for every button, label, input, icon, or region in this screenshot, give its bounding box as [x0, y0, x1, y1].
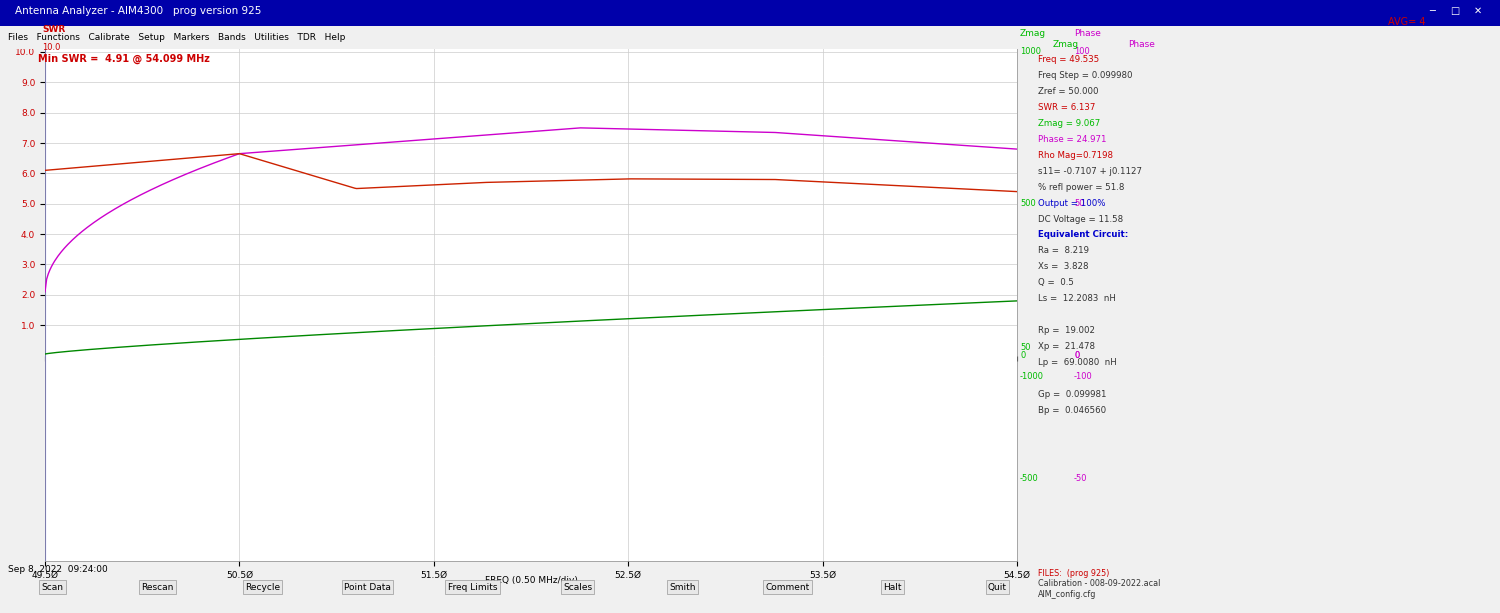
- Text: Phase = 24.971: Phase = 24.971: [1038, 135, 1107, 144]
- Text: 10.0: 10.0: [42, 43, 60, 52]
- Text: Phase: Phase: [1128, 40, 1155, 49]
- Text: Min SWR =  4.91 @ 54.099 MHz: Min SWR = 4.91 @ 54.099 MHz: [38, 54, 210, 64]
- Text: AIM_config.cfg: AIM_config.cfg: [1038, 590, 1096, 599]
- Text: Zmag = 9.067: Zmag = 9.067: [1038, 119, 1100, 128]
- Text: Gp =  0.099981: Gp = 0.099981: [1038, 390, 1107, 399]
- Text: Zmag: Zmag: [1020, 29, 1046, 39]
- Text: Comment: Comment: [765, 583, 810, 592]
- Text: Bp =  0.046560: Bp = 0.046560: [1038, 406, 1106, 415]
- Text: Halt: Halt: [884, 583, 902, 592]
- Text: -500: -500: [1020, 474, 1038, 483]
- Text: % refl power = 51.8: % refl power = 51.8: [1038, 183, 1125, 192]
- Text: FILES:  (prog 925): FILES: (prog 925): [1038, 569, 1110, 578]
- Text: Ls =  12.2083  nH: Ls = 12.2083 nH: [1038, 294, 1116, 303]
- Text: DC Voltage = 11.58: DC Voltage = 11.58: [1038, 215, 1124, 224]
- Text: 500: 500: [1020, 199, 1035, 208]
- Text: SWR = 6.137: SWR = 6.137: [1038, 103, 1095, 112]
- Text: FREQ (0.50 MHz/div): FREQ (0.50 MHz/div): [484, 576, 578, 585]
- Text: Scan: Scan: [42, 583, 63, 592]
- Text: ─: ─: [1430, 6, 1436, 16]
- Text: Rescan: Rescan: [141, 583, 174, 592]
- Text: 0: 0: [1074, 351, 1080, 360]
- Text: Ra =  8.219: Ra = 8.219: [1038, 246, 1089, 256]
- Text: Freq Step = 0.099980: Freq Step = 0.099980: [1038, 71, 1132, 80]
- Text: Recycle: Recycle: [244, 583, 280, 592]
- Text: -50: -50: [1074, 474, 1088, 483]
- Text: 100: 100: [1074, 47, 1090, 56]
- Text: Quit: Quit: [988, 583, 1006, 592]
- Text: Q =  0.5: Q = 0.5: [1038, 278, 1074, 287]
- Text: Lp =  69.0080  nH: Lp = 69.0080 nH: [1038, 358, 1116, 367]
- Text: AVG= 4: AVG= 4: [1388, 17, 1425, 27]
- Text: □: □: [1450, 6, 1460, 16]
- Text: Rp =  19.002: Rp = 19.002: [1038, 326, 1095, 335]
- Text: Scales: Scales: [562, 583, 592, 592]
- Text: 1000: 1000: [1020, 47, 1041, 56]
- Text: Zref = 50.000: Zref = 50.000: [1038, 87, 1098, 96]
- Text: Point Data: Point Data: [344, 583, 392, 592]
- Text: Calibration - 008-09-2022.acal: Calibration - 008-09-2022.acal: [1038, 579, 1161, 588]
- Text: Freq Limits: Freq Limits: [448, 583, 498, 592]
- Text: SWR: SWR: [42, 25, 66, 34]
- Text: Smith: Smith: [669, 583, 696, 592]
- Text: Rho Mag=0.7198: Rho Mag=0.7198: [1038, 151, 1113, 160]
- Text: Xs =  3.828: Xs = 3.828: [1038, 262, 1089, 272]
- Text: Equivalent Circuit:: Equivalent Circuit:: [1038, 230, 1128, 240]
- Text: 0: 0: [1074, 351, 1080, 360]
- Text: ✕: ✕: [1473, 6, 1482, 16]
- Text: 0: 0: [1020, 351, 1026, 360]
- Text: s11= -0.7107 + j0.1127: s11= -0.7107 + j0.1127: [1038, 167, 1142, 176]
- Text: Sep 8, 2022  09:24:00: Sep 8, 2022 09:24:00: [8, 565, 108, 574]
- Text: Freq = 49.535: Freq = 49.535: [1038, 55, 1100, 64]
- Text: Antenna Analyzer - AIM4300   prog version 925: Antenna Analyzer - AIM4300 prog version …: [15, 6, 261, 16]
- Text: Zmag: Zmag: [1053, 40, 1078, 49]
- Text: Files   Functions   Calibrate   Setup   Markers   Bands   Utilities   TDR   Help: Files Functions Calibrate Setup Markers …: [8, 33, 345, 42]
- Text: 50: 50: [1020, 343, 1031, 352]
- Text: -1000: -1000: [1020, 371, 1044, 381]
- Text: -100: -100: [1074, 371, 1094, 381]
- Text: 50: 50: [1074, 199, 1084, 208]
- Text: Xp =  21.478: Xp = 21.478: [1038, 342, 1095, 351]
- Text: Phase: Phase: [1074, 29, 1101, 39]
- Text: Output = 100%: Output = 100%: [1038, 199, 1106, 208]
